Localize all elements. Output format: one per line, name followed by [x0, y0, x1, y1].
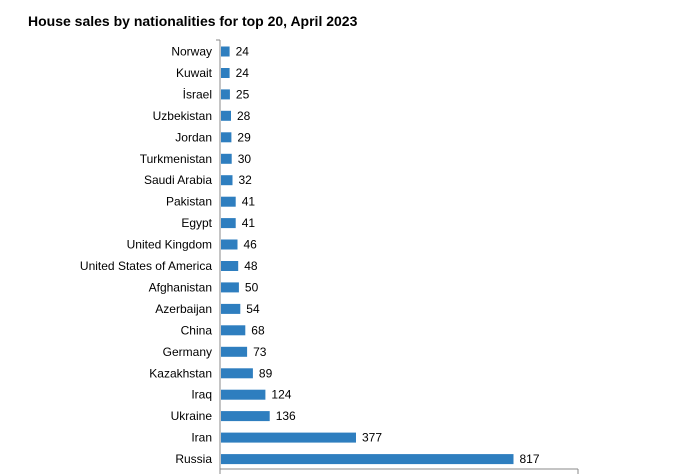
- category-label-5: Turkmenistan: [140, 152, 212, 166]
- category-label-16: Iraq: [191, 388, 212, 402]
- bar-15: [221, 368, 253, 379]
- value-label-0: 24: [236, 45, 250, 59]
- value-label-6: 32: [239, 173, 253, 187]
- value-label-5: 30: [238, 152, 252, 166]
- category-label-15: Kazakhstan: [149, 366, 212, 380]
- category-label-11: Afghanistan: [149, 280, 212, 294]
- bar-16: [221, 389, 266, 400]
- chart-title: House sales by nationalities for top 20,…: [28, 13, 358, 29]
- value-label-2: 25: [236, 87, 250, 101]
- bar-12: [221, 303, 241, 314]
- bar-6: [221, 175, 233, 186]
- bar-9: [221, 239, 238, 250]
- bar-13: [221, 325, 246, 336]
- category-label-4: Jordan: [175, 130, 212, 144]
- value-label-15: 89: [259, 366, 273, 380]
- bar-11: [221, 282, 239, 293]
- value-label-14: 73: [253, 345, 267, 359]
- bar-0: [221, 46, 230, 57]
- category-label-14: Germany: [163, 345, 212, 359]
- value-label-7: 41: [242, 195, 256, 209]
- category-label-3: Uzbekistan: [153, 109, 212, 123]
- value-label-3: 28: [237, 109, 251, 123]
- value-label-12: 54: [246, 302, 260, 316]
- value-label-11: 50: [245, 280, 259, 294]
- value-label-1: 24: [236, 66, 250, 80]
- category-label-12: Azerbaijan: [155, 302, 212, 316]
- value-label-16: 124: [271, 388, 291, 402]
- category-label-0: Norway: [171, 45, 212, 59]
- category-label-19: Russia: [175, 452, 212, 466]
- value-label-8: 41: [242, 216, 256, 230]
- category-label-18: Iran: [191, 431, 212, 445]
- bar-19: [221, 454, 514, 465]
- bar-17: [221, 411, 270, 422]
- category-label-6: Saudi Arabia: [144, 173, 212, 187]
- category-label-1: Kuwait: [176, 66, 213, 80]
- bar-18: [221, 432, 356, 443]
- value-label-10: 48: [244, 259, 258, 273]
- bar-5: [221, 153, 232, 164]
- bar-4: [221, 132, 232, 143]
- value-label-13: 68: [251, 323, 265, 337]
- bar-1: [221, 68, 230, 78]
- bar-8: [221, 218, 236, 229]
- value-label-9: 46: [244, 238, 258, 252]
- bar-10: [221, 261, 239, 271]
- value-label-18: 377: [362, 431, 382, 445]
- category-label-17: Ukraine: [171, 409, 213, 423]
- category-label-9: United Kingdom: [127, 238, 212, 252]
- value-label-4: 29: [237, 130, 251, 144]
- category-label-7: Pakistan: [166, 195, 212, 209]
- category-label-8: Egypt: [181, 216, 212, 230]
- bar-7: [221, 196, 236, 207]
- value-label-19: 817: [520, 452, 540, 466]
- bar-3: [221, 110, 231, 121]
- category-label-2: İsrael: [183, 87, 212, 101]
- bar-14: [221, 346, 248, 357]
- category-label-13: China: [181, 323, 213, 337]
- bars-group: [221, 46, 514, 465]
- value-labels-group: 24 24 25 28 29 30 32 41 41 46 48 50 54 68 73 89 124 136 37…: [236, 45, 540, 467]
- value-label-17: 136: [276, 409, 296, 423]
- category-labels-group: Norway Kuwait İsrael Uzbekistan Jordan Turkme…: [80, 45, 213, 467]
- category-label-10: United States of America: [80, 259, 212, 273]
- bar-2: [221, 89, 230, 100]
